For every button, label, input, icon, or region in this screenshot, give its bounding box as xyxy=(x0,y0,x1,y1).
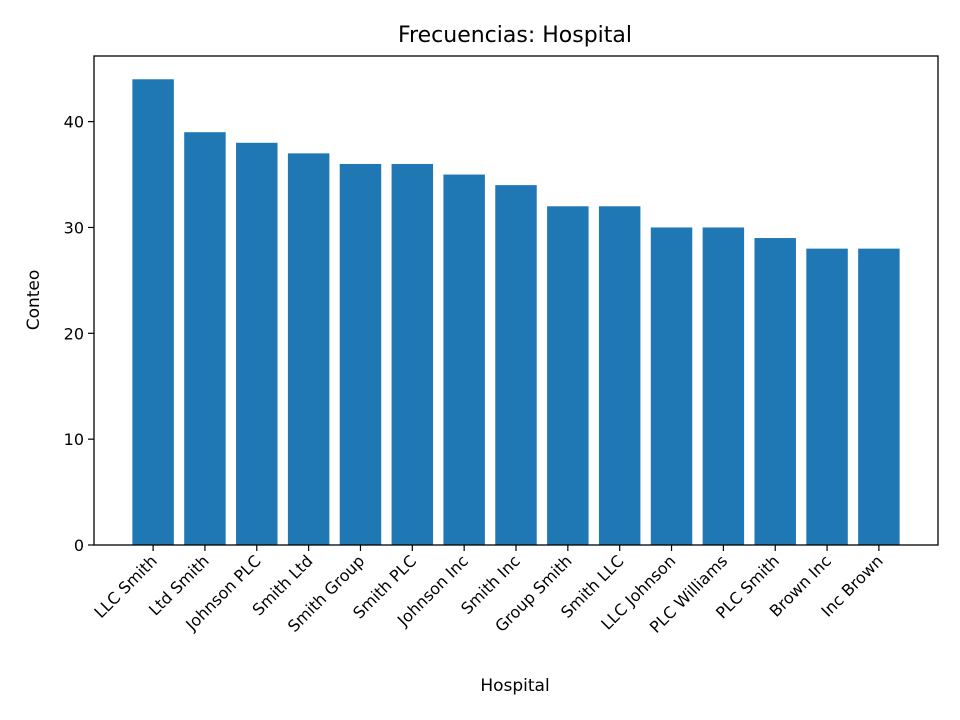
bar xyxy=(132,79,174,546)
x-axis-label: Hospital xyxy=(480,676,549,696)
bar xyxy=(184,132,226,545)
y-axis-label: Conteo xyxy=(24,270,44,331)
bar xyxy=(287,153,330,545)
bar xyxy=(339,163,382,545)
y-tick-label: 0 xyxy=(74,536,84,555)
bar xyxy=(858,248,900,546)
bar xyxy=(806,248,848,546)
y-axis: 0 10 20 30 40 xyxy=(64,113,94,555)
y-tick-label: 10 xyxy=(64,430,84,449)
chart-title: Frecuencias: Hospital xyxy=(398,23,632,48)
bar xyxy=(650,227,693,545)
bar xyxy=(495,185,537,545)
bar xyxy=(598,206,641,545)
bar xyxy=(236,142,278,545)
bar xyxy=(754,238,796,545)
y-tick-label: 20 xyxy=(64,324,84,343)
y-tick-label: 30 xyxy=(64,218,84,237)
plot-area-frame xyxy=(93,55,939,546)
bars-group xyxy=(132,79,900,546)
bar xyxy=(443,174,485,545)
bar xyxy=(702,227,745,545)
y-tick-label: 40 xyxy=(64,113,84,132)
bar xyxy=(547,206,589,545)
bar xyxy=(391,163,434,545)
